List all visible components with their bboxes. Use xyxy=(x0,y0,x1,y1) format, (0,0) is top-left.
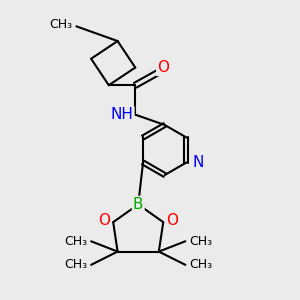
Text: O: O xyxy=(98,213,110,228)
Text: CH₃: CH₃ xyxy=(189,258,212,271)
Text: CH₃: CH₃ xyxy=(64,258,88,271)
Text: O: O xyxy=(157,60,169,75)
Text: B: B xyxy=(133,197,143,212)
Text: CH₃: CH₃ xyxy=(189,235,212,248)
Text: CH₃: CH₃ xyxy=(49,18,72,32)
Text: NH: NH xyxy=(111,107,134,122)
Text: CH₃: CH₃ xyxy=(64,235,88,248)
Text: N: N xyxy=(192,155,204,170)
Text: O: O xyxy=(166,213,178,228)
